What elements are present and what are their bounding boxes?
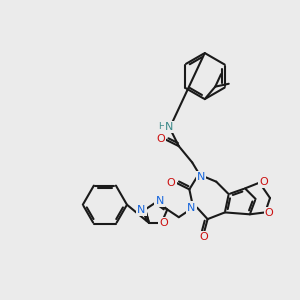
- Text: N: N: [165, 122, 173, 132]
- Text: O: O: [159, 218, 168, 228]
- Text: N: N: [187, 202, 196, 213]
- Text: N: N: [197, 172, 205, 182]
- Text: O: O: [200, 232, 208, 242]
- Text: N: N: [155, 196, 164, 206]
- Text: H: H: [158, 122, 165, 131]
- Text: O: O: [156, 134, 165, 144]
- Text: O: O: [259, 177, 268, 187]
- Text: N: N: [137, 205, 146, 214]
- Text: O: O: [265, 208, 273, 218]
- Text: O: O: [167, 178, 176, 188]
